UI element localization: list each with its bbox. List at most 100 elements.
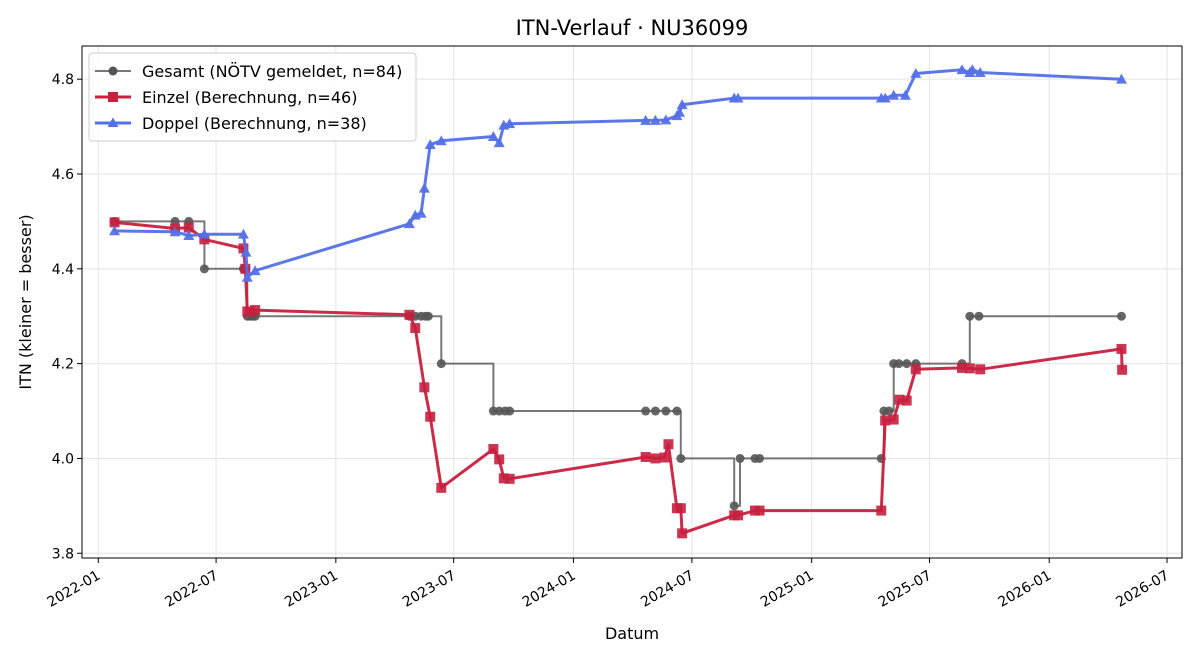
data-point <box>975 364 986 375</box>
data-point <box>729 501 739 511</box>
y-tick-label: 4.0 <box>52 451 74 467</box>
data-point <box>498 473 509 484</box>
legend-marker-doppel <box>107 117 119 127</box>
data-point <box>910 67 922 78</box>
data-point <box>650 453 661 464</box>
series-square <box>109 217 1128 539</box>
legend-label-doppel: Doppel (Berechnung, n=38) <box>142 114 367 133</box>
data-point <box>965 311 975 321</box>
data-point <box>888 414 899 425</box>
data-point <box>169 226 181 237</box>
data-point <box>974 311 984 321</box>
data-point <box>894 394 905 405</box>
data-point <box>663 439 674 450</box>
y-tick-label: 4.4 <box>52 262 74 278</box>
data-point <box>660 114 672 125</box>
data-point <box>244 306 255 317</box>
legend-marker-gesamt <box>108 66 118 76</box>
legend-label-gesamt: Gesamt (NÖTV gemeldet, n=84) <box>142 62 402 81</box>
data-point <box>435 135 447 146</box>
data-point <box>198 228 210 239</box>
data-point <box>1116 343 1127 354</box>
data-point <box>423 311 433 321</box>
data-point <box>650 406 660 416</box>
data-point <box>404 309 415 320</box>
data-point <box>249 265 261 276</box>
y-axis-label: ITN (kleiner = besser) <box>16 214 35 389</box>
data-point <box>424 139 436 150</box>
data-point <box>641 406 651 416</box>
data-point <box>419 382 430 393</box>
data-point <box>183 230 195 241</box>
data-point <box>894 359 904 369</box>
data-point <box>410 323 421 334</box>
data-point <box>1116 311 1126 321</box>
data-point <box>677 528 688 539</box>
series-triangle <box>109 64 1127 282</box>
data-point <box>735 453 745 463</box>
data-point <box>640 452 651 463</box>
data-point <box>672 406 682 416</box>
data-point <box>418 182 430 193</box>
data-point <box>494 454 505 465</box>
y-tick-label: 4.2 <box>52 357 74 373</box>
data-point <box>964 363 975 374</box>
data-point <box>659 452 670 463</box>
legend: Gesamt (NÖTV gemeldet, n=84) Einzel (Ber… <box>88 52 417 142</box>
legend-box <box>88 52 417 142</box>
legend-label-einzel: Einzel (Berechnung, n=46) <box>142 88 357 107</box>
data-point <box>199 264 209 274</box>
legend-entry-einzel: Einzel (Berechnung, n=46) <box>95 88 357 107</box>
data-point <box>901 395 912 406</box>
data-point <box>488 443 499 454</box>
data-point <box>676 99 688 110</box>
data-point <box>199 234 210 245</box>
legend-entry-doppel: Doppel (Berechnung, n=38) <box>95 114 367 133</box>
data-point <box>966 64 978 75</box>
data-point <box>403 218 415 229</box>
data-point <box>504 473 515 484</box>
data-point <box>732 92 744 103</box>
data-point <box>1115 73 1127 84</box>
data-point <box>238 243 249 254</box>
data-point <box>487 131 499 141</box>
data-point <box>661 406 671 416</box>
data-point <box>674 106 686 117</box>
data-point <box>415 207 427 218</box>
data-point <box>504 118 516 129</box>
y-axis-ticks: 3.8 4.0 4.2 4.4 4.6 4.8 <box>52 72 82 562</box>
data-point <box>733 510 744 521</box>
series <box>109 64 1128 539</box>
data-point <box>888 89 900 100</box>
data-point <box>1117 364 1128 375</box>
data-point <box>879 92 891 103</box>
legend-marker-einzel <box>108 92 118 102</box>
x-axis-label: Datum <box>605 624 659 643</box>
data-point <box>676 453 686 463</box>
data-point <box>640 114 652 125</box>
y-tick-label: 4.8 <box>52 72 74 88</box>
data-point <box>902 359 912 369</box>
data-point <box>974 67 986 77</box>
data-point <box>675 503 686 514</box>
y-tick-label: 3.8 <box>52 546 74 562</box>
data-point <box>505 406 515 416</box>
data-point <box>109 217 120 228</box>
data-point <box>649 114 661 125</box>
plot-frame <box>81 45 1183 559</box>
data-point <box>425 411 436 422</box>
data-point <box>241 271 253 282</box>
data-point <box>183 222 194 233</box>
data-point <box>910 364 921 375</box>
data-point <box>109 225 121 236</box>
data-point <box>436 359 446 369</box>
data-point <box>884 406 894 416</box>
chart-title: ITN-Verlauf · NU36099 <box>516 16 749 40</box>
data-point <box>876 505 887 516</box>
data-point <box>493 137 505 148</box>
data-point <box>240 246 252 257</box>
y-tick-label: 4.6 <box>52 167 74 183</box>
data-point <box>755 453 765 463</box>
data-point <box>899 89 911 100</box>
